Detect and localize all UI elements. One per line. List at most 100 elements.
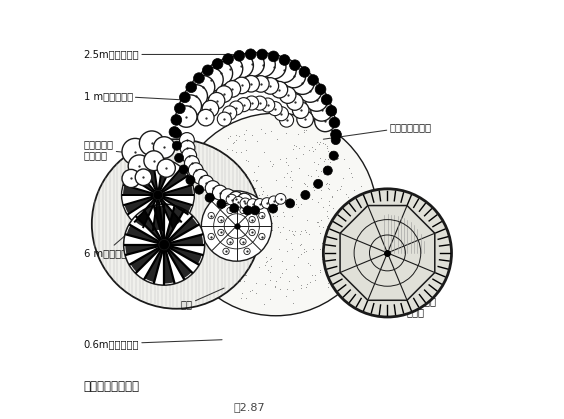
Point	[271, 284, 280, 290]
Point	[287, 240, 296, 246]
Circle shape	[301, 191, 310, 199]
Circle shape	[272, 58, 296, 83]
Point	[237, 210, 246, 217]
Circle shape	[208, 93, 225, 109]
Point	[316, 194, 325, 201]
Point	[246, 204, 255, 210]
Point	[201, 210, 210, 217]
Circle shape	[290, 71, 314, 94]
Point	[323, 279, 332, 286]
Point	[260, 300, 269, 307]
Point	[283, 170, 292, 177]
Point	[232, 256, 241, 263]
Point	[307, 272, 316, 279]
Point	[322, 145, 331, 152]
Circle shape	[205, 181, 220, 196]
Circle shape	[179, 165, 188, 174]
Point	[293, 203, 302, 210]
Point	[296, 285, 305, 291]
Circle shape	[199, 176, 214, 190]
Circle shape	[329, 151, 338, 160]
Circle shape	[182, 148, 197, 163]
Point	[332, 249, 341, 256]
Point	[320, 162, 329, 169]
Point	[299, 179, 308, 186]
Circle shape	[234, 50, 245, 61]
Circle shape	[249, 217, 255, 223]
Point	[270, 283, 279, 290]
Circle shape	[174, 103, 185, 114]
Circle shape	[323, 189, 452, 317]
Point	[310, 272, 319, 279]
Point	[289, 231, 298, 238]
Point	[361, 219, 370, 225]
Circle shape	[201, 191, 272, 261]
Point	[341, 241, 350, 248]
Point	[232, 208, 241, 215]
Point	[211, 145, 220, 151]
Point	[351, 230, 360, 237]
Point	[223, 198, 232, 205]
Circle shape	[306, 89, 328, 111]
Circle shape	[243, 206, 252, 215]
Circle shape	[139, 131, 164, 156]
Point	[240, 224, 249, 230]
Point	[345, 165, 354, 171]
Circle shape	[179, 92, 190, 103]
Point	[205, 221, 214, 228]
Point	[284, 162, 293, 168]
Point	[296, 251, 305, 257]
Point	[259, 187, 268, 194]
Point	[199, 179, 208, 186]
Point	[186, 220, 195, 227]
Point	[287, 228, 296, 235]
Point	[240, 207, 249, 214]
Point	[235, 201, 244, 208]
Circle shape	[185, 85, 208, 107]
Point	[187, 235, 196, 241]
Point	[253, 216, 262, 222]
Point	[308, 148, 317, 155]
Point	[253, 176, 262, 183]
Point	[315, 266, 324, 273]
Circle shape	[237, 98, 250, 112]
Point	[281, 130, 290, 137]
Point	[231, 178, 240, 185]
Point	[219, 152, 228, 159]
Point	[196, 169, 205, 176]
Point	[222, 244, 231, 251]
Point	[207, 177, 216, 184]
Circle shape	[191, 75, 215, 99]
Point	[306, 262, 315, 269]
Point	[347, 174, 356, 181]
Point	[318, 240, 327, 246]
Point	[242, 271, 251, 278]
Point	[350, 210, 359, 217]
Circle shape	[171, 114, 182, 125]
Point	[231, 276, 240, 282]
Point	[292, 201, 301, 208]
Point	[315, 139, 324, 146]
Point	[323, 222, 332, 229]
Polygon shape	[165, 207, 184, 240]
Point	[333, 151, 342, 158]
Point	[289, 261, 298, 268]
Point	[301, 226, 310, 233]
Point	[188, 179, 197, 186]
Circle shape	[279, 87, 296, 103]
Point	[242, 228, 251, 235]
Circle shape	[122, 169, 140, 188]
Circle shape	[179, 132, 195, 147]
Point	[204, 157, 213, 164]
Point	[273, 135, 282, 142]
Point	[350, 245, 359, 251]
Point	[298, 151, 307, 158]
Point	[213, 207, 222, 214]
Point	[315, 222, 324, 229]
Circle shape	[218, 229, 224, 235]
Circle shape	[124, 204, 205, 285]
Point	[266, 269, 275, 276]
Circle shape	[188, 163, 203, 178]
Polygon shape	[126, 225, 160, 243]
Point	[288, 245, 297, 252]
